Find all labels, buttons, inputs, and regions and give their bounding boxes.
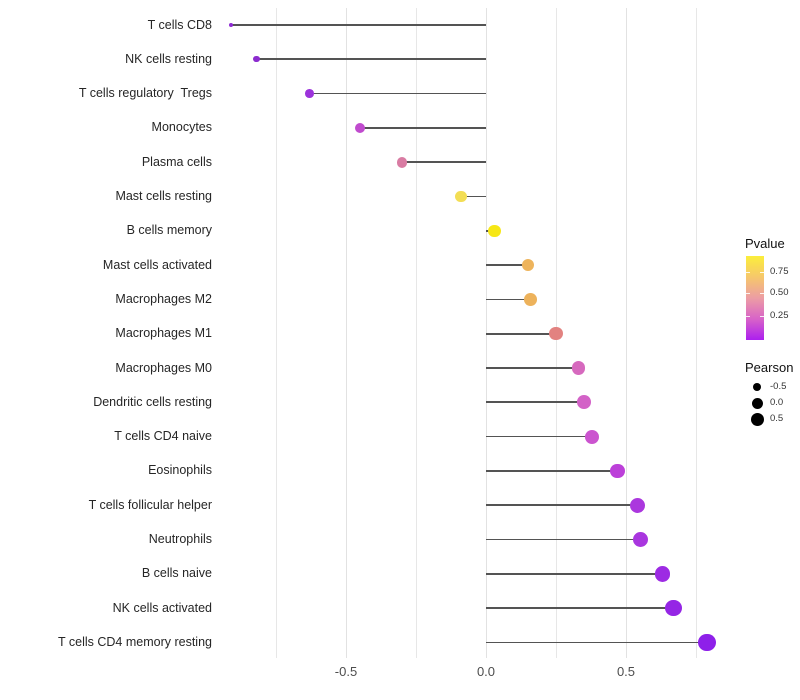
lollipop-stem bbox=[486, 264, 528, 266]
y-axis-label: B cells memory bbox=[126, 223, 212, 238]
lollipop-stem bbox=[360, 127, 486, 129]
gridline-x--0.25 bbox=[415, 8, 417, 658]
y-axis-label: T cells CD4 naive bbox=[114, 429, 212, 444]
y-axis-label: Macrophages M0 bbox=[115, 360, 212, 375]
lollipop-dot bbox=[665, 599, 682, 617]
pearson-legend-tick-label: 0.0 bbox=[770, 397, 784, 408]
lollipop-dot bbox=[610, 463, 625, 479]
pearson-legend-key-dot bbox=[751, 397, 763, 409]
gridline-x-0.75 bbox=[695, 8, 697, 658]
lollipop-dot bbox=[355, 122, 365, 133]
lollipop-stem bbox=[486, 607, 674, 609]
lollipop-stem bbox=[486, 504, 638, 507]
lollipop-dot bbox=[577, 395, 591, 410]
y-axis-label: B cells naive bbox=[141, 566, 212, 581]
gridline-x--0.5 bbox=[345, 8, 347, 658]
lollipop-dot bbox=[629, 497, 645, 513]
y-axis-label: Mast cells activated bbox=[102, 257, 212, 272]
y-axis-label: Plasma cells bbox=[141, 154, 212, 169]
lollipop-stem bbox=[486, 538, 640, 541]
pearson-legend-key-dot bbox=[753, 383, 761, 391]
y-axis-label: T cells CD4 memory resting bbox=[58, 634, 212, 649]
y-axis-label: T cells follicular helper bbox=[88, 497, 212, 512]
lollipop-dot bbox=[229, 23, 234, 27]
lollipop-stem bbox=[402, 161, 486, 164]
lollipop-stem bbox=[256, 58, 486, 61]
pvalue-colorbar bbox=[746, 256, 764, 340]
lollipop-stem bbox=[486, 641, 708, 644]
pvalue-legend-tick-label: 0.50 bbox=[770, 287, 789, 298]
y-axis-label: Macrophages M1 bbox=[115, 326, 212, 341]
colorbar-tick-mark bbox=[760, 272, 764, 273]
lollipop-dot bbox=[521, 258, 535, 272]
lollipop-stem bbox=[486, 332, 556, 335]
pearson-legend-key-dot bbox=[750, 412, 764, 426]
colorbar-tick-mark bbox=[746, 272, 750, 273]
lollipop-stem bbox=[486, 367, 579, 369]
lollipop-dot bbox=[488, 224, 501, 237]
gridline-x--0.75 bbox=[275, 8, 277, 658]
lollipop-stem bbox=[460, 195, 486, 198]
lollipop-dot bbox=[654, 566, 671, 582]
lollipop-dot bbox=[396, 156, 408, 168]
y-axis-label: Macrophages M2 bbox=[115, 291, 212, 306]
lollipop-dot bbox=[698, 633, 716, 652]
pvalue-legend-tick-label: 0.25 bbox=[770, 310, 789, 321]
gridline-x-0.5 bbox=[625, 8, 627, 658]
colorbar-tick-mark bbox=[760, 316, 764, 317]
y-axis-label: Neutrophils bbox=[148, 532, 212, 546]
lollipop-dot bbox=[571, 361, 586, 375]
y-axis-label: T cells CD8 bbox=[147, 17, 212, 32]
colorbar-tick-mark bbox=[746, 316, 750, 317]
lollipop-stem bbox=[486, 572, 663, 575]
y-axis-label: NK cells activated bbox=[112, 600, 212, 615]
pearson-legend-tick-label: -0.5 bbox=[770, 381, 787, 392]
x-axis-tick-label: -0.5 bbox=[334, 664, 358, 679]
x-axis-tick-label: 0.5 bbox=[616, 664, 636, 679]
lollipop-stem bbox=[309, 92, 486, 95]
lollipop-stem bbox=[486, 435, 593, 438]
pvalue-legend-tick-label: 0.75 bbox=[770, 266, 789, 277]
lollipop-dot bbox=[549, 327, 563, 341]
x-axis-tick-label: 0.0 bbox=[476, 664, 496, 679]
y-axis-label: Dendritic cells resting bbox=[93, 394, 212, 409]
y-axis-label: NK cells resting bbox=[125, 51, 212, 66]
lollipop-dot bbox=[455, 190, 467, 203]
pvalue-legend-title: Pvalue bbox=[745, 236, 785, 251]
lollipop-dot bbox=[524, 293, 538, 306]
lollipop-stem bbox=[486, 298, 531, 301]
lollipop-dot bbox=[253, 56, 260, 63]
y-axis-label: Mast cells resting bbox=[115, 189, 212, 203]
pearson-legend-title: Pearson bbox=[745, 360, 794, 375]
y-axis-label: T cells regulatory Tregs bbox=[78, 86, 212, 101]
pearson-legend-tick-label: 0.5 bbox=[770, 413, 784, 424]
lollipop-dot bbox=[305, 89, 314, 98]
colorbar-tick-mark bbox=[746, 293, 750, 294]
y-axis-label: Eosinophils bbox=[148, 463, 212, 478]
lollipop-dot bbox=[585, 429, 600, 444]
y-axis-label: Monocytes bbox=[151, 120, 212, 135]
lollipop-stem bbox=[486, 401, 584, 404]
lollipop-stem bbox=[486, 470, 618, 472]
lollipop-stem bbox=[231, 24, 486, 26]
colorbar-tick-mark bbox=[760, 293, 764, 294]
lollipop-dot bbox=[632, 532, 648, 547]
